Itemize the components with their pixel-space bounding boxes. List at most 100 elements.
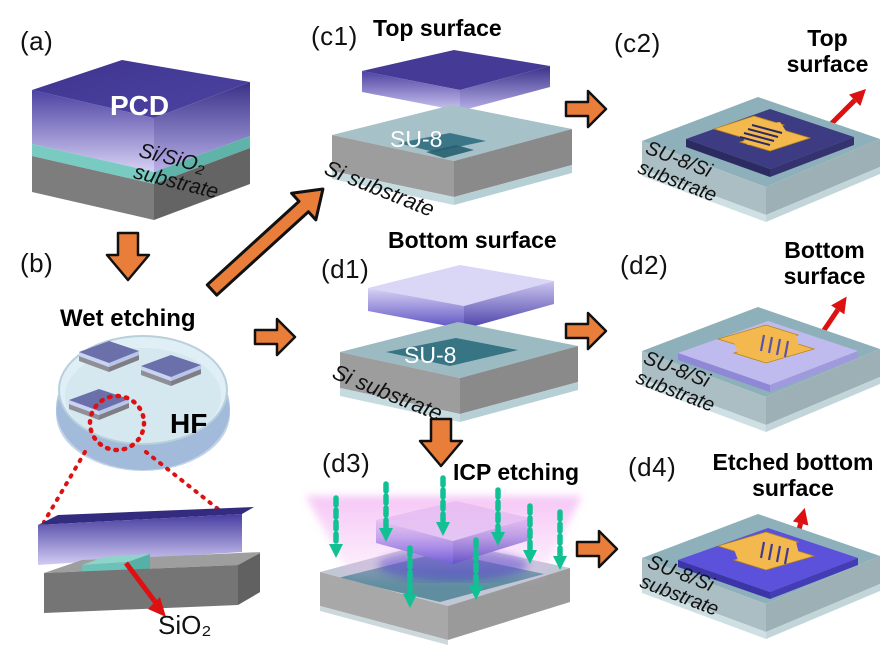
arrow-b-to-c1 xyxy=(205,187,325,297)
panel-a-tag: (a) xyxy=(20,26,54,56)
substrate-base-strip-right xyxy=(454,165,572,205)
c1-title: Top surface xyxy=(373,15,502,41)
si-substrate-front xyxy=(32,156,154,220)
detail-substrate-front xyxy=(44,565,238,613)
pcd-film-right-face xyxy=(154,82,250,172)
lifted-pcd-front xyxy=(38,514,242,565)
substrate-base-strip-front xyxy=(340,388,460,422)
right-arrow-icon xyxy=(253,317,297,357)
die-front-edge xyxy=(678,560,770,599)
si-substrate-right xyxy=(454,129,572,197)
d4-title: Etched bottom surface xyxy=(712,449,874,501)
detail-substrate-right xyxy=(238,553,260,605)
sio2-layer-right xyxy=(154,136,250,184)
arrow-d3-to-d4 xyxy=(575,529,619,569)
top-surface-device-illustration xyxy=(642,97,880,222)
die-front-edge xyxy=(678,353,770,392)
pcd-slab-right xyxy=(464,281,554,329)
pcd-slab-top xyxy=(362,50,550,90)
substrate-strip-front xyxy=(642,169,766,222)
down-arrow-icon xyxy=(418,417,464,468)
su8-recess xyxy=(398,133,486,152)
top-surface-sample-illustration xyxy=(332,50,572,205)
arrow-b-to-d1 xyxy=(253,317,297,357)
arrow-d1-to-d3 xyxy=(418,417,464,468)
panel-b-tag: (b) xyxy=(20,248,54,278)
si-substrate-front xyxy=(332,135,454,197)
etched-bottom-device-illustration xyxy=(642,514,880,639)
interdigitated-electrodes xyxy=(716,324,816,364)
diagonal-arrow-icon xyxy=(205,187,325,297)
sio2-label: SiO₂ xyxy=(158,610,212,640)
wet-etching-title: Wet etching xyxy=(60,305,196,332)
pcd-slab-front xyxy=(368,288,464,329)
pcd-film-top-face xyxy=(32,60,250,118)
hf-petri-dish-illustration xyxy=(56,335,230,471)
hf-label: HF xyxy=(170,408,208,439)
su8-si-substrate-front xyxy=(642,351,766,425)
icp-etching-illustration xyxy=(306,475,582,645)
su8-recess-front xyxy=(426,145,474,158)
dotted-guide-right xyxy=(144,450,239,526)
down-arrow-icon xyxy=(105,231,151,282)
die-right-edge xyxy=(770,351,858,392)
arrow-c1-to-c2 xyxy=(564,89,608,129)
lifted-pcd-top xyxy=(38,507,254,525)
panel-d1-tag: (d1) xyxy=(321,254,370,284)
sio2-layer-front xyxy=(32,144,154,184)
substrate-strip-right xyxy=(766,167,880,222)
pcd-film-front-face xyxy=(32,90,154,172)
si-substrate-right xyxy=(154,148,250,220)
sio2-pointer-arrow xyxy=(124,561,166,617)
pcd-slab-bottom-up-top xyxy=(368,265,554,306)
pcd-slab-front xyxy=(362,71,460,111)
si-substrate-front xyxy=(340,352,460,414)
substrate-right xyxy=(448,568,570,640)
panel-d3-tag: (d3) xyxy=(322,448,371,478)
right-arrow-icon xyxy=(575,529,619,569)
su8-si-substrate-right xyxy=(766,139,880,215)
substrate-strip xyxy=(320,606,448,645)
arrow-a-to-b xyxy=(105,231,151,282)
su8-si-substrate-front xyxy=(642,141,766,215)
su8-layer-top xyxy=(332,105,572,161)
right-arrow-icon xyxy=(564,311,608,351)
d1-su8-label: SU-8 xyxy=(404,342,457,368)
interdigitated-electrodes xyxy=(712,115,812,152)
substrate-strip-front xyxy=(642,379,766,432)
sio2-post-top xyxy=(82,554,150,565)
su8-si-substrate-right xyxy=(766,556,880,632)
substrate-strip-right xyxy=(766,377,880,432)
panel-d2-tag: (d2) xyxy=(620,250,669,280)
panel-c1-tag: (c1) xyxy=(311,21,358,51)
bottom-surface-sample-illustration xyxy=(340,265,578,422)
d1-title: Bottom surface xyxy=(388,227,557,253)
substrate-strip-front xyxy=(642,586,766,639)
zoom-highlight-dotted-circle xyxy=(87,393,147,453)
die-right-edge xyxy=(770,558,858,599)
diamond-chip-1 xyxy=(79,341,139,372)
liftoff-detail-illustration xyxy=(38,507,260,617)
right-arrow-icon xyxy=(564,89,608,129)
su8-si-substrate-right xyxy=(766,349,880,425)
d2-title: Bottom surface xyxy=(783,237,866,289)
arrow-d1-to-d2 xyxy=(564,311,608,351)
pcd-label: PCD xyxy=(110,90,170,121)
interdigitated-electrodes xyxy=(716,531,816,571)
panel-c2-tag: (c2) xyxy=(614,28,661,58)
diamond-chip-2 xyxy=(141,355,201,386)
dish-edge-line xyxy=(58,335,228,445)
panel-d4-tag: (d4) xyxy=(628,452,677,482)
si-substrate-right xyxy=(460,346,578,414)
die-right-edge xyxy=(770,137,854,177)
pcd-slab-right xyxy=(460,66,550,111)
ion-beam-arrows xyxy=(329,475,567,608)
substrate-front xyxy=(320,572,448,640)
zoom-guide-lines xyxy=(42,450,239,526)
plasma-haze xyxy=(306,496,582,580)
die-front-edge xyxy=(686,139,770,177)
c1-su8-label: SU-8 xyxy=(390,126,443,152)
pcd-on-substrate-illustration xyxy=(32,60,250,220)
substrate-base-strip-right xyxy=(460,382,578,422)
